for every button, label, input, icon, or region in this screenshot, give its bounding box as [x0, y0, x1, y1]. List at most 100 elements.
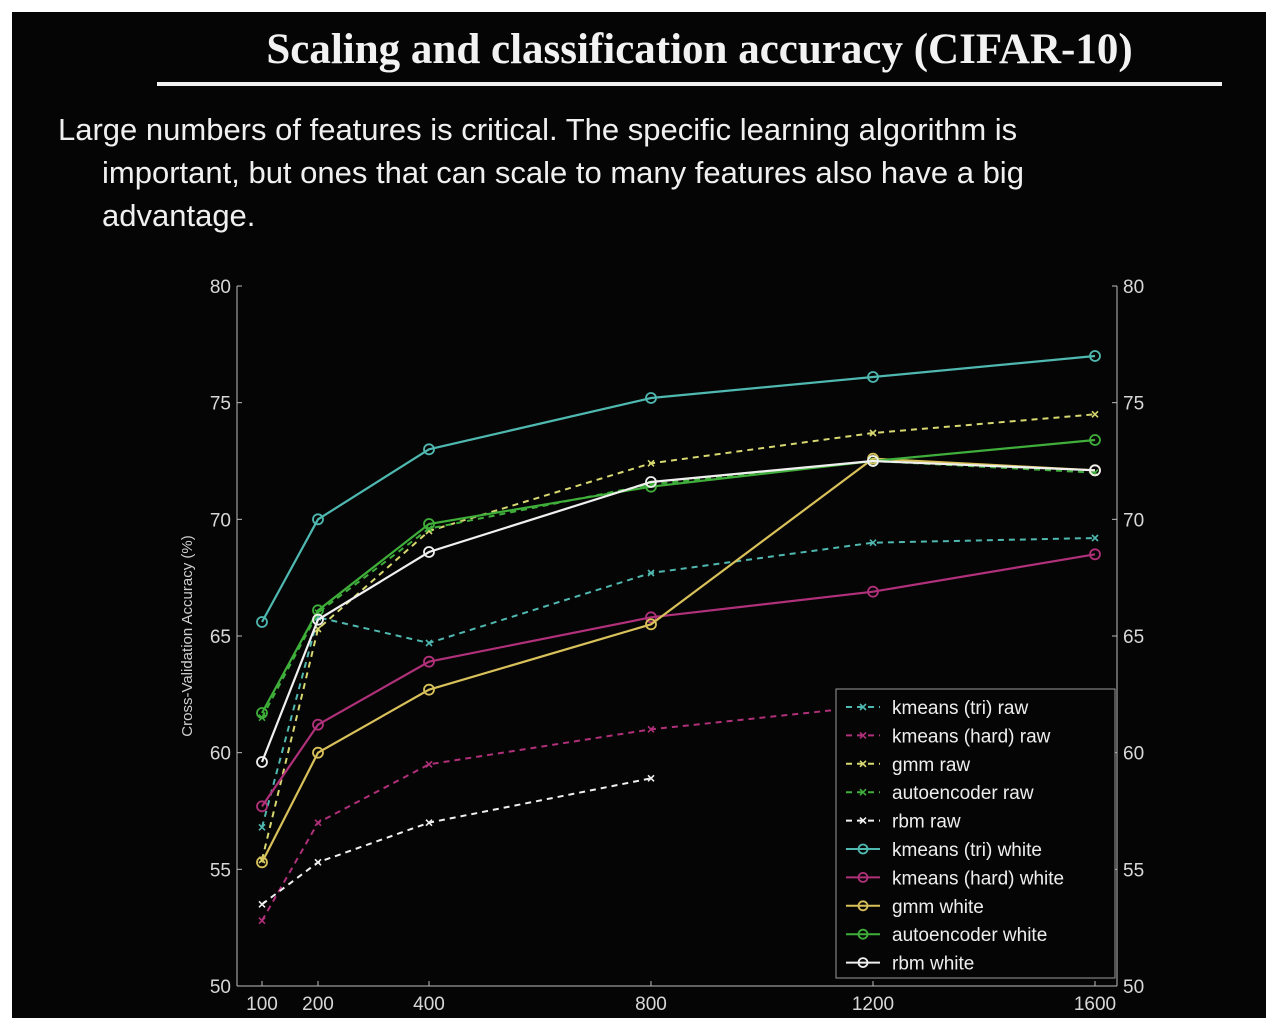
y-tick-label-right-65: 65	[1123, 627, 1144, 648]
series-line-6	[261, 553, 1096, 807]
legend-label-6: kmeans (hard) white	[892, 868, 1064, 889]
legend-marker-3	[859, 788, 867, 796]
series-1-point-3	[647, 725, 655, 733]
y-tick-label-right-60: 60	[1123, 744, 1144, 765]
series-0-point-0	[258, 823, 266, 831]
legend-label-1: kmeans (hard) raw	[892, 726, 1051, 747]
series-5-point-4	[867, 371, 879, 383]
series-0-point-2	[425, 639, 433, 647]
series-line-2	[261, 413, 1096, 861]
series-6-point-3	[645, 611, 657, 624]
series-9-point-5	[1089, 464, 1101, 477]
x-tick-label-200: 200	[302, 994, 334, 1015]
subtitle-line-2: important, but ones that can scale to ma…	[102, 155, 1024, 190]
legend-label-9: rbm white	[892, 954, 974, 975]
slide-subtitle: Large numbers of features is critical. T…	[58, 108, 1208, 237]
series-4-point-2	[425, 819, 433, 827]
subtitle-line-3: advantage.	[102, 198, 256, 233]
y-tick-label-left-65: 65	[210, 627, 231, 648]
y-tick-label-left-75: 75	[210, 394, 231, 415]
y-tick-label-left-60: 60	[210, 744, 231, 765]
y-tick-label-right-70: 70	[1123, 510, 1144, 531]
x-tick-label-400: 400	[413, 994, 445, 1015]
legend-marker-8	[857, 928, 869, 940]
legend-label-7: gmm white	[892, 897, 984, 918]
series-2-point-3	[647, 459, 655, 467]
series-2-point-4	[869, 429, 877, 437]
slide: Scaling and classification accuracy (CIF…	[12, 12, 1266, 1018]
y-tick-label-left-50: 50	[210, 977, 231, 998]
series-line-9	[260, 459, 1096, 763]
series-line-3	[261, 459, 1096, 719]
series-line-8	[261, 438, 1096, 714]
series-4-point-3	[647, 774, 655, 782]
x-tick-label-1200: 1200	[852, 994, 894, 1015]
legend-label-8: autoencoder white	[892, 925, 1047, 946]
series-6-point-5	[1089, 548, 1101, 561]
legend-marker-2	[859, 760, 867, 768]
legend-marker-6	[857, 872, 869, 883]
series-1-point-0	[258, 917, 266, 925]
series-4-point-1	[314, 858, 322, 866]
legend-label-2: gmm raw	[892, 755, 970, 776]
series-1-point-2	[425, 760, 433, 768]
x-tick-label-800: 800	[635, 994, 667, 1015]
series-5-point-5	[1089, 350, 1101, 362]
series-6-point-0	[256, 800, 268, 813]
series-8-point-5	[1089, 434, 1101, 446]
series-7-point-0	[256, 856, 268, 869]
legend-marker-0	[859, 703, 867, 711]
y-axis-label: Cross-Validation Accuracy (%)	[179, 535, 196, 736]
series-line-7	[261, 457, 1096, 863]
y-tick-label-left-55: 55	[210, 860, 231, 881]
series-8-point-0	[256, 707, 268, 719]
title-underline	[157, 82, 1222, 86]
y-tick-label-right-55: 55	[1123, 860, 1144, 881]
series-0-point-5	[1091, 534, 1099, 542]
legend-label-4: rbm raw	[892, 812, 961, 833]
series-7-point-3	[645, 618, 657, 631]
series-5-point-2	[423, 443, 435, 456]
legend-marker-9	[857, 957, 869, 968]
series-8-point-2	[423, 518, 435, 530]
y-tick-label-left-70: 70	[210, 510, 231, 531]
legend-label-0: kmeans (tri) raw	[892, 698, 1028, 719]
series-7-point-1	[312, 746, 324, 759]
subtitle-line-1: Large numbers of features is critical. T…	[58, 112, 1018, 147]
y-tick-label-right-75: 75	[1123, 394, 1144, 415]
legend-label-3: autoencoder raw	[892, 783, 1034, 804]
series-0-point-4	[869, 539, 877, 547]
series-6-point-2	[423, 655, 435, 668]
series-4-point-0	[258, 900, 266, 908]
series-5-point-0	[256, 616, 268, 628]
legend-label-5: kmeans (tri) white	[892, 840, 1042, 861]
y-tick-label-left-80: 80	[210, 277, 231, 298]
series-9-point-4	[867, 455, 879, 467]
series-9-point-0	[256, 756, 268, 768]
slide-title: Scaling and classification accuracy (CIF…	[266, 26, 1133, 73]
series-9-point-3	[645, 476, 657, 488]
legend-marker-1	[859, 731, 867, 739]
series-1-point-1	[314, 819, 322, 827]
series-line-0	[261, 537, 1096, 828]
series-7-point-2	[423, 683, 435, 696]
y-tick-label-right-80: 80	[1123, 277, 1144, 298]
series-5-point-3	[645, 392, 657, 404]
series-line-5	[261, 354, 1096, 623]
series-5-point-1	[312, 513, 324, 526]
legend-box	[835, 688, 1116, 979]
legend-marker-5	[857, 843, 869, 855]
x-tick-label-1600: 1600	[1074, 994, 1116, 1015]
legend-marker-7	[857, 900, 869, 912]
series-line-4	[261, 777, 652, 906]
series-6-point-4	[867, 585, 879, 598]
x-tick-label-100: 100	[246, 994, 278, 1015]
series-6-point-1	[312, 718, 324, 731]
series-9-point-2	[423, 546, 435, 558]
y-tick-label-right-50: 50	[1123, 977, 1144, 998]
series-2-point-5	[1091, 410, 1099, 418]
series-0-point-3	[647, 569, 655, 577]
series-9-point-1	[312, 613, 324, 626]
legend-marker-4	[859, 817, 867, 825]
